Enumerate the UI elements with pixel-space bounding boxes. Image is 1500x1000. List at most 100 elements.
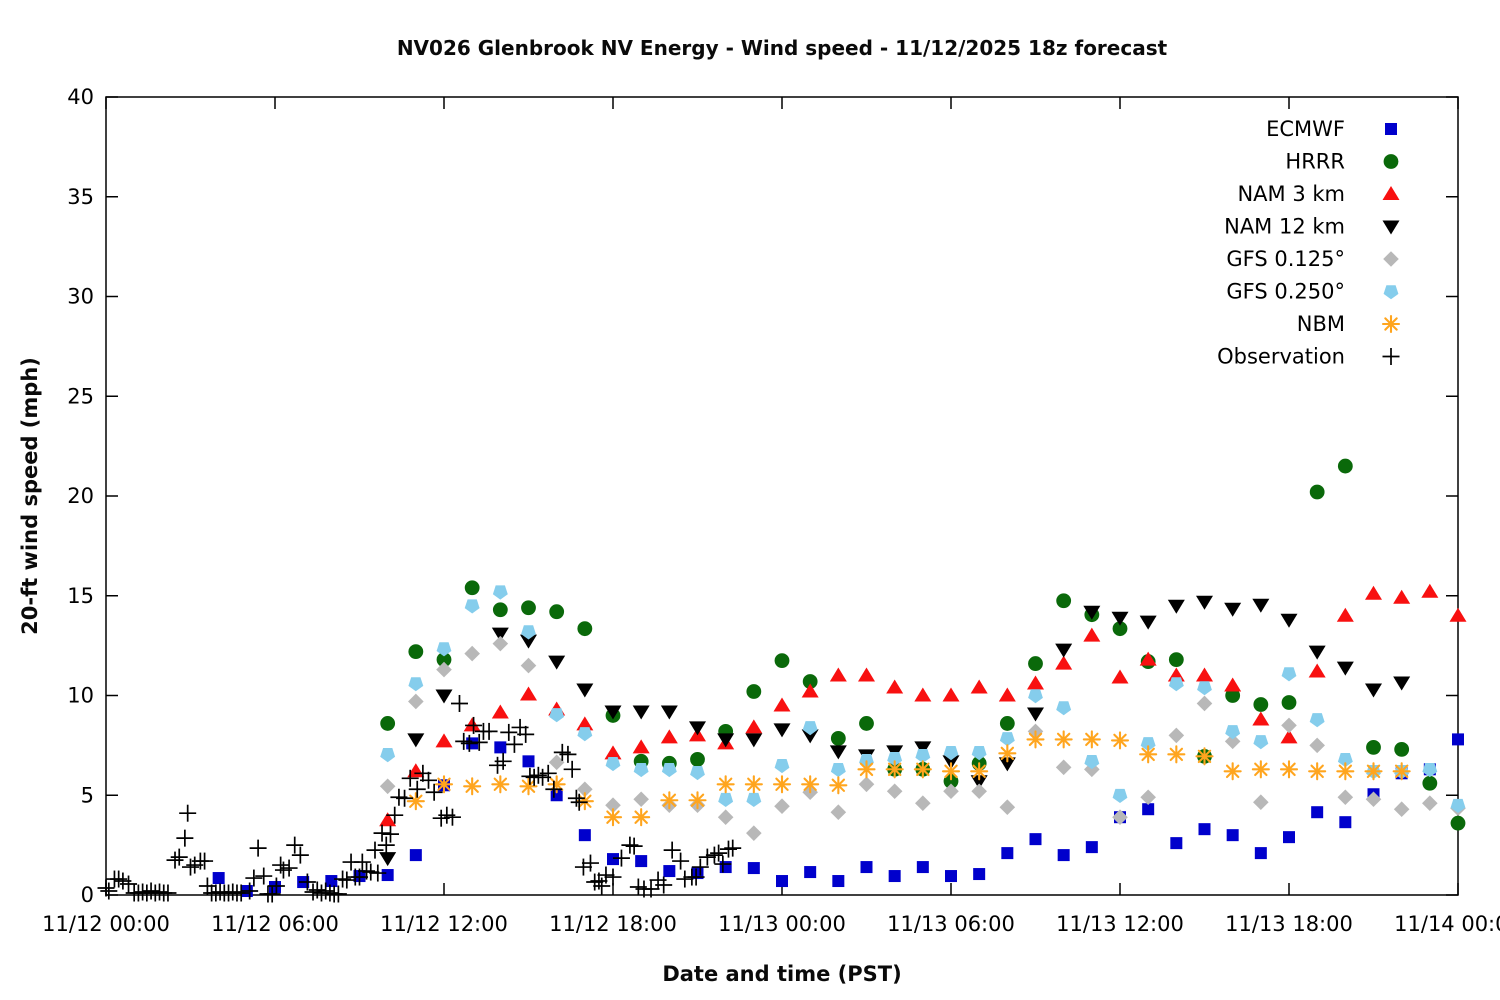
nbm-point	[747, 777, 761, 791]
x-tick-label: 11/13 00:00	[718, 912, 846, 936]
legend-marker-icon	[1382, 186, 1400, 200]
y-tick-label: 5	[81, 783, 94, 807]
ecmwf-point	[916, 861, 929, 874]
nam-12-km-point	[1224, 602, 1242, 617]
nam-3-km-point	[463, 717, 481, 732]
gfs-0-250-point	[521, 625, 536, 640]
nbm-point	[972, 764, 986, 779]
ecmwf-point	[945, 870, 957, 883]
x-tick-label: 11/13 06:00	[887, 912, 1015, 936]
nam-12-km-point	[632, 705, 650, 720]
nbm-point	[634, 810, 648, 824]
nam-3-km-point	[829, 667, 847, 682]
ecmwf-point	[325, 875, 338, 888]
gfs-0-250-point	[1422, 763, 1438, 778]
nbm-point	[916, 762, 930, 777]
gfs-0-125-point	[1140, 789, 1156, 806]
ecmwf-point	[860, 861, 873, 874]
y-tick-label: 10	[67, 684, 94, 708]
gfs-0-125-point	[520, 657, 537, 674]
gfs-0-125-point	[999, 799, 1016, 816]
gfs-0-125-point	[379, 778, 396, 795]
gfs-0-125-point	[605, 797, 621, 814]
gfs-0-125-point	[1365, 791, 1382, 808]
gfs-0-250-point	[774, 759, 790, 774]
nbm-point	[718, 777, 733, 791]
gfs-0-125-point	[548, 754, 565, 771]
hrrr-point	[549, 604, 565, 620]
nbm-point	[1310, 764, 1324, 779]
y-tick-label: 15	[67, 584, 94, 608]
gfs-0-250-point	[577, 727, 593, 742]
legend-label-nam-3-km: NAM 3 km	[1237, 182, 1345, 206]
gfs-0-125-point	[717, 809, 734, 825]
gfs-0-250-point	[915, 749, 931, 764]
nam-3-km-point	[942, 687, 960, 702]
ecmwf-point	[888, 870, 901, 883]
nam-12-km-point	[435, 689, 453, 704]
x-tick-label: 11/12 06:00	[211, 912, 339, 936]
gfs-0-250-point	[492, 585, 508, 600]
y-tick-label: 30	[67, 285, 94, 309]
hrrr-point	[1225, 688, 1241, 703]
nam-3-km-point	[1196, 667, 1213, 682]
nbm-point	[1028, 732, 1043, 747]
legend-marker-icon	[1385, 123, 1397, 135]
gfs-0-125-point	[886, 783, 903, 800]
nam-3-km-point	[970, 679, 988, 694]
nbm-point	[1366, 764, 1381, 779]
gfs-0-250-point	[1253, 735, 1269, 750]
nam-12-km-point	[914, 741, 932, 756]
nam-12-km-point	[1365, 683, 1382, 698]
hrrr-point	[859, 716, 874, 731]
nam-12-km-point	[773, 723, 791, 738]
gfs-0-250-point	[1281, 667, 1297, 682]
ecmwf-point	[1057, 849, 1070, 862]
hrrr-point	[1366, 739, 1381, 755]
nam-3-km-point	[1280, 729, 1298, 744]
nbm-point	[803, 777, 817, 791]
hrrr-point	[380, 716, 396, 731]
ecmwf-point	[409, 849, 422, 862]
gfs-0-125-point	[1112, 809, 1128, 825]
hrrr-point	[830, 730, 846, 746]
nam-3-km-point	[660, 729, 678, 744]
nam-3-km-point	[914, 687, 932, 702]
ecmwf-point	[776, 875, 788, 888]
nbm-point	[775, 777, 789, 791]
legend-marker-icon	[1384, 317, 1398, 331]
x-axis-title: Date and time (PST)	[662, 962, 902, 986]
nam-3-km-point	[1139, 651, 1157, 666]
legend-label-hrrr: HRRR	[1285, 150, 1345, 174]
legend-marker-icon	[1383, 251, 1399, 267]
ecmwf-point	[1283, 831, 1295, 844]
nam-3-km-point	[858, 667, 875, 682]
nbm-point	[1338, 764, 1353, 779]
ecmwf-point	[522, 755, 535, 768]
gfs-0-250-point	[1197, 681, 1212, 696]
y-tick-label: 20	[67, 484, 94, 508]
gfs-0-125-point	[830, 804, 847, 821]
nam-3-km-point	[773, 697, 791, 712]
gfs-0-250-point	[746, 792, 762, 807]
nbm-point	[1282, 762, 1296, 777]
gfs-0-125-point	[971, 783, 987, 800]
hrrr-point	[802, 674, 818, 689]
nam-3-km-point	[1055, 655, 1073, 670]
ecmwf-point	[1085, 841, 1098, 854]
gfs-0-250-point	[1056, 701, 1072, 716]
gfs-0-125-point	[746, 825, 762, 841]
nam-3-km-point	[998, 687, 1016, 702]
nam-3-km-point	[491, 704, 509, 719]
nbm-point	[1394, 764, 1409, 779]
nam-3-km-point	[576, 716, 594, 731]
gfs-0-125-point	[436, 661, 452, 678]
legend-label-gfs-0-125: GFS 0.125°	[1226, 247, 1345, 271]
hrrr-point	[1281, 695, 1297, 710]
legend-label-gfs-0-250: GFS 0.250°	[1226, 280, 1345, 304]
gfs-0-125-point	[633, 791, 649, 808]
nam-12-km-point	[491, 627, 509, 642]
nbm-point	[409, 794, 423, 808]
gfs-0-250-point	[690, 766, 705, 781]
